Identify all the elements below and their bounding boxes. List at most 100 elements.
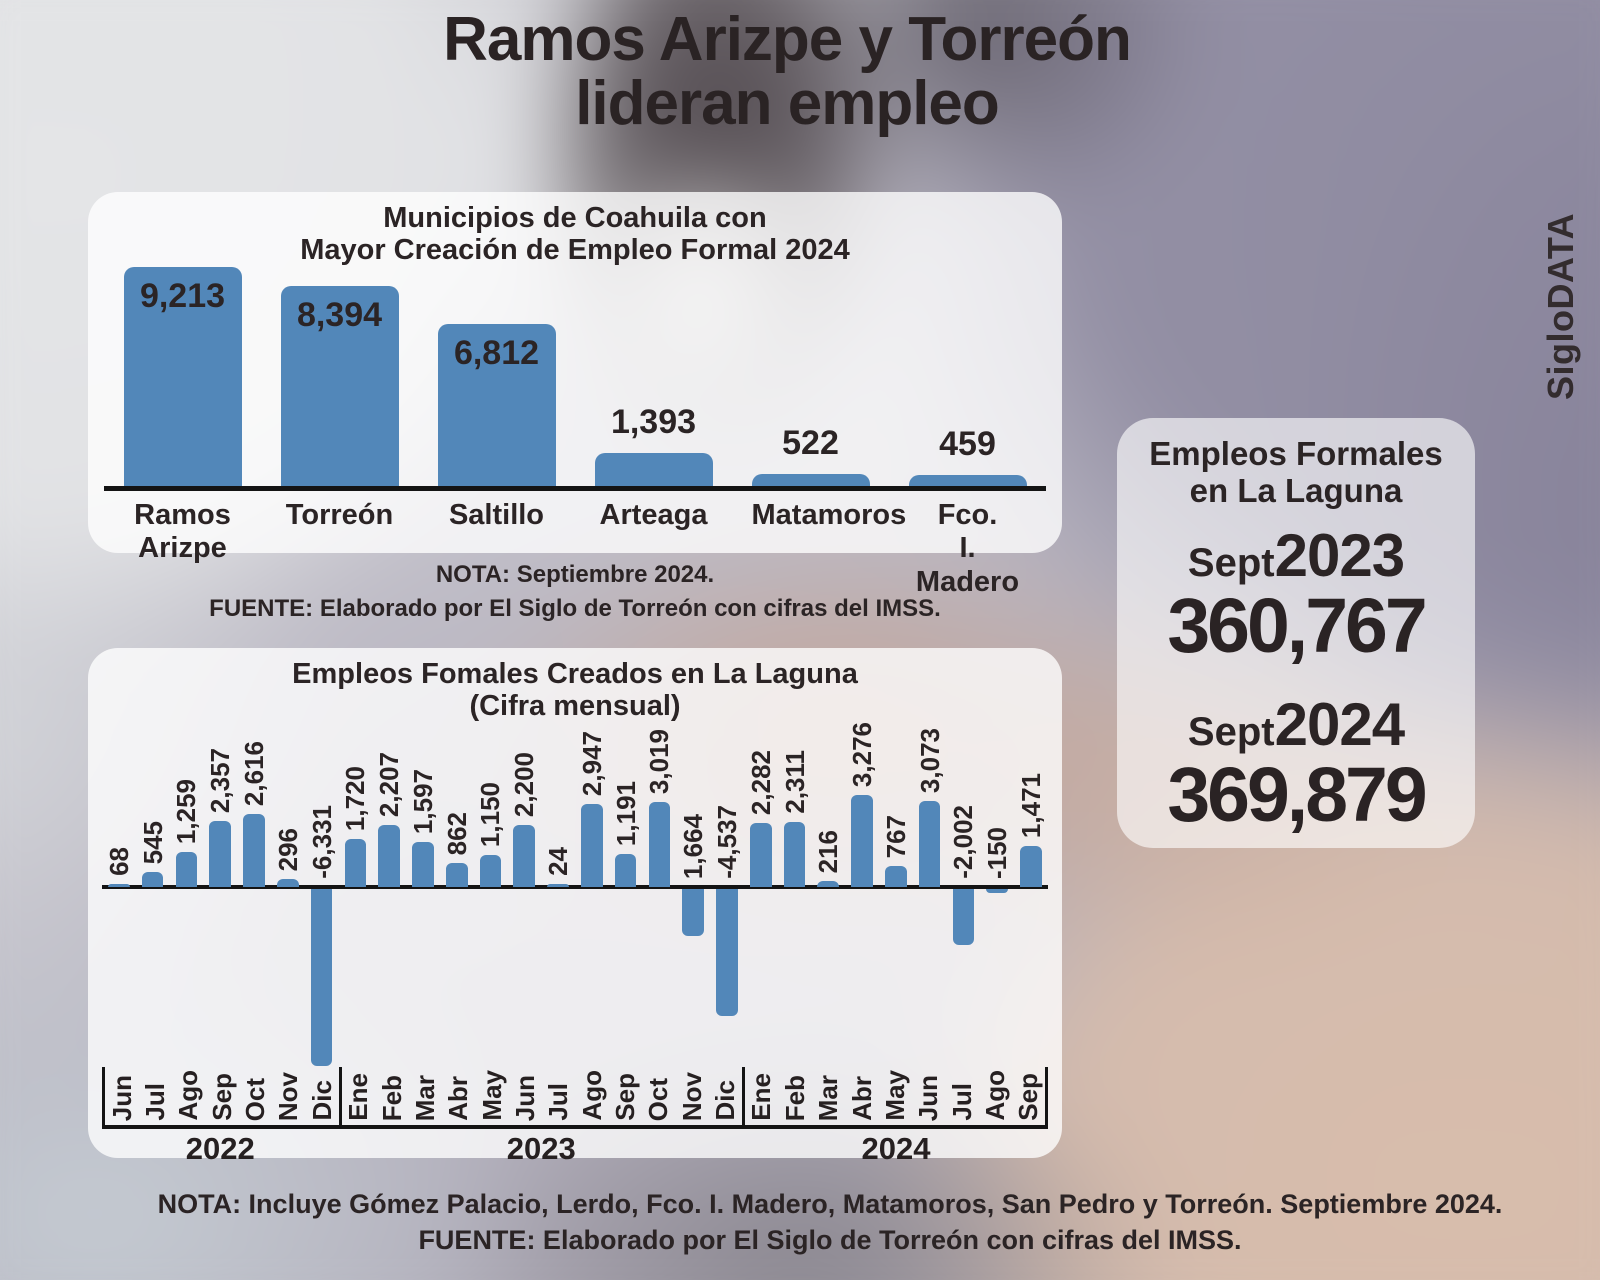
- bar: [1020, 845, 1042, 887]
- bar-value-label: 3,019: [644, 728, 675, 794]
- year-label: 2023: [506, 1130, 576, 1166]
- month-bar-slot: 1,720: [338, 725, 372, 1067]
- bar-category-label: Arteaga: [599, 498, 708, 531]
- bar-column: 1,393: [594, 267, 713, 486]
- municipios-category-axis: Ramos Arizpe Torreón Saltillo Arteaga Matamo…: [104, 499, 1046, 599]
- month-label: Abr: [442, 1067, 475, 1125]
- month-bar-slot: -4,537: [710, 725, 744, 1067]
- stat-entry-2024: Sept 2024 369,879: [1117, 690, 1475, 838]
- bar-value-label: -150: [982, 826, 1013, 879]
- month-label: Mar: [812, 1067, 845, 1125]
- bar-category-label: Torreón: [285, 498, 394, 531]
- bar-value-label: 2,207: [374, 751, 405, 817]
- month-label: Feb: [375, 1067, 408, 1125]
- stat-entry-2023: Sept 2023 360,767: [1117, 525, 1475, 665]
- month-label: Jun: [508, 1067, 541, 1125]
- bar: [594, 452, 713, 486]
- month-bar-slot: 3,276: [845, 721, 879, 1067]
- month-label-text: Jul: [543, 1083, 574, 1121]
- bar: [716, 888, 738, 1016]
- main-title-line2: lideran empleo: [575, 69, 1000, 139]
- bar-value-label: 2,200: [509, 751, 540, 817]
- bar-value-label: 2,616: [239, 740, 270, 806]
- month-bar-slot: 296: [271, 725, 305, 1067]
- month-axis: Jun Jul Ago Sep Oct Nov Dic Ene Feb Mar Abr May Jun J…: [102, 1066, 1048, 1129]
- month-bar-slot: 68: [102, 725, 136, 1067]
- bar: [175, 851, 198, 887]
- month-label: Dic: [305, 1067, 338, 1125]
- monthly-chart-area: 68 545 1,259 2,357 2,616 296 -6,331 1,720 2,207 1…: [102, 721, 1048, 1067]
- month-label-text: Mar: [409, 1074, 440, 1121]
- bar-value-label: 9,213: [139, 276, 226, 315]
- bar-column: 459: [908, 267, 1027, 486]
- month-bar-slot: -2,002: [947, 725, 981, 1067]
- year-month-group: Jun Jul Ago Sep Oct Nov Dic: [102, 1066, 339, 1129]
- bar-value-label: 1,720: [340, 765, 371, 831]
- bar: [885, 865, 907, 887]
- footer-source: FUENTE: Elaborado por El Siglo de Torreó…: [418, 1225, 1242, 1256]
- month-label: Jun: [912, 1067, 945, 1125]
- month-label-text: Oct: [643, 1077, 674, 1121]
- municipios-note: NOTA: Septiembre 2024.: [435, 561, 715, 588]
- main-title: Ramos Arizpe y Torreón lideran empleo: [0, 7, 1574, 139]
- bar-value-label: 2,282: [745, 749, 776, 815]
- bar: [952, 888, 975, 945]
- month-label-text: May: [476, 1070, 507, 1121]
- municipios-chart-panel: Municipios de Coahuila con Mayor Creació…: [88, 192, 1062, 598]
- month-label: Ene: [342, 1067, 375, 1125]
- month-bar-slot: 2,947: [575, 725, 609, 1067]
- year-month-group: Ene Feb Mar Abr May Jun Jul Ago Sep Oct Nov Dic: [338, 1066, 742, 1129]
- bar-column: 6,812: [437, 267, 556, 486]
- month-label: Oct: [642, 1067, 675, 1125]
- bar-value-label: 1,597: [407, 768, 438, 834]
- year-label: 2022: [185, 1130, 255, 1166]
- monthly-chart-panel: Empleos Fomales Creados en La Laguna (Ci…: [88, 648, 1062, 1166]
- bar-value-label: 216: [813, 829, 844, 873]
- month-label-text: Dic: [306, 1080, 337, 1121]
- month-bar-slot: 1,664: [676, 725, 710, 1067]
- month-bar-slot: 2,200: [507, 725, 541, 1067]
- bar: [547, 883, 569, 887]
- stat-month-label: Sept: [1187, 709, 1275, 754]
- bar-value-label: -2,002: [948, 805, 979, 879]
- zero-axis-line: [102, 884, 1048, 889]
- stat-year-label: 2024: [1274, 690, 1405, 758]
- stat-value-2024: 369,879: [1167, 751, 1427, 838]
- month-label-text: Ago: [979, 1070, 1010, 1121]
- year-label: 2024: [861, 1130, 931, 1166]
- month-bar-slot: -150: [980, 725, 1014, 1067]
- bar-category-label: Ramos Arizpe: [134, 498, 231, 565]
- month-label: Ene: [745, 1067, 778, 1125]
- month-bar-slot: -6,331: [305, 725, 339, 1067]
- bar: [986, 888, 1008, 893]
- bar: [310, 888, 333, 1066]
- bar-value-label: -6,331: [306, 805, 337, 879]
- bar-column: 522: [751, 267, 870, 486]
- bar-value-label: 8,394: [296, 295, 383, 334]
- bar: [918, 800, 941, 887]
- month-bar-slot: 3,073: [913, 725, 947, 1067]
- bar-value-label: 3,276: [847, 721, 878, 787]
- bar: [783, 821, 806, 887]
- month-label: Ago: [575, 1067, 608, 1125]
- bar-value-label: 2,357: [205, 747, 236, 813]
- stat-head-2024: Sept 2024: [1117, 690, 1475, 758]
- bar-value-label: 24: [543, 847, 574, 876]
- stats-panel-title: Empleos Formales en La Laguna: [1149, 435, 1443, 509]
- month-bar-slot: 2,282: [744, 725, 778, 1067]
- month-label: Ago: [978, 1067, 1011, 1125]
- month-bar-slot: 1,259: [170, 725, 204, 1067]
- footer-note: NOTA: Incluye Gómez Palacio, Lerdo, Fco.…: [157, 1189, 1503, 1219]
- monthly-bars: 68 545 1,259 2,357 2,616 296 -6,331 1,720 2,207 1…: [102, 721, 1048, 1067]
- month-bar-slot: 1,191: [609, 725, 643, 1067]
- year-axis: 2022 2023 2024: [102, 1131, 1048, 1167]
- month-bar-slot: 3,019: [643, 725, 677, 1067]
- bar-value-label: 1,150: [475, 781, 506, 847]
- month-bar-slot: 216: [811, 725, 845, 1067]
- bar: [344, 838, 367, 887]
- month-bar-slot: 545: [136, 725, 170, 1067]
- bar: [749, 822, 772, 887]
- bar-value-label: 2,947: [576, 730, 607, 796]
- month-label-text: Jun: [106, 1074, 137, 1121]
